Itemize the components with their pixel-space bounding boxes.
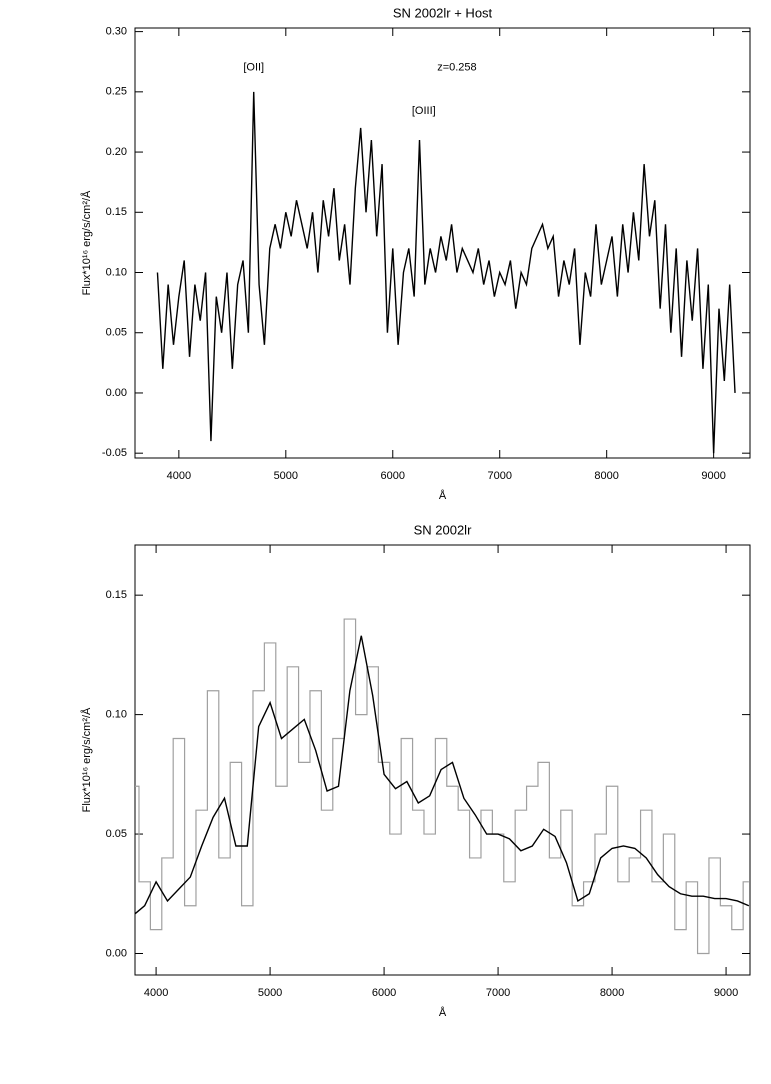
x-tick-label: 6000 xyxy=(372,987,396,999)
y-tick-label: -0.05 xyxy=(102,447,127,459)
y-axis-label: Flux*10¹⁶ erg/s/cm²/Å xyxy=(80,707,93,812)
x-tick-label: 5000 xyxy=(258,987,282,999)
spectrum-line xyxy=(135,635,750,915)
annotation: z=0.258 xyxy=(437,62,476,74)
x-tick-label: 4000 xyxy=(167,470,191,482)
annotation: [OIII] xyxy=(412,105,436,117)
x-axis-label: Å xyxy=(439,1006,447,1019)
x-tick-label: 8000 xyxy=(594,470,618,482)
y-tick-label: 0.20 xyxy=(106,146,127,158)
x-tick-label: 6000 xyxy=(381,470,405,482)
x-tick-label: 9000 xyxy=(714,987,738,999)
x-tick-label: 7000 xyxy=(487,470,511,482)
y-tick-label: 0.30 xyxy=(106,26,127,38)
plot-frame xyxy=(134,544,751,976)
chart-title: SN 2002lr xyxy=(414,522,472,537)
x-tick-label: 4000 xyxy=(144,987,168,999)
y-tick-label: 0.25 xyxy=(106,86,127,98)
y-tick-label: 0.00 xyxy=(106,387,127,399)
annotation: [OII] xyxy=(243,62,264,74)
x-tick-label: 5000 xyxy=(274,470,298,482)
spectrum-line xyxy=(135,618,749,955)
x-axis-label: Å xyxy=(439,489,447,502)
spectrum-line xyxy=(156,91,736,454)
y-tick-label: 0.10 xyxy=(106,266,127,278)
y-tick-label: 0.00 xyxy=(106,947,127,959)
y-tick-label: 0.05 xyxy=(106,327,127,339)
x-tick-label: 9000 xyxy=(701,470,725,482)
y-axis-label: Flux*10¹⁶ erg/s/cm²/Å xyxy=(80,190,93,295)
y-tick-label: 0.15 xyxy=(106,206,127,218)
y-tick-label: 0.15 xyxy=(106,589,127,601)
chart-title: SN 2002lr + Host xyxy=(393,5,493,20)
plot-frame xyxy=(134,27,751,459)
y-tick-label: 0.05 xyxy=(106,828,127,840)
x-tick-label: 8000 xyxy=(600,987,624,999)
x-tick-label: 7000 xyxy=(486,987,510,999)
y-tick-label: 0.10 xyxy=(106,709,127,721)
